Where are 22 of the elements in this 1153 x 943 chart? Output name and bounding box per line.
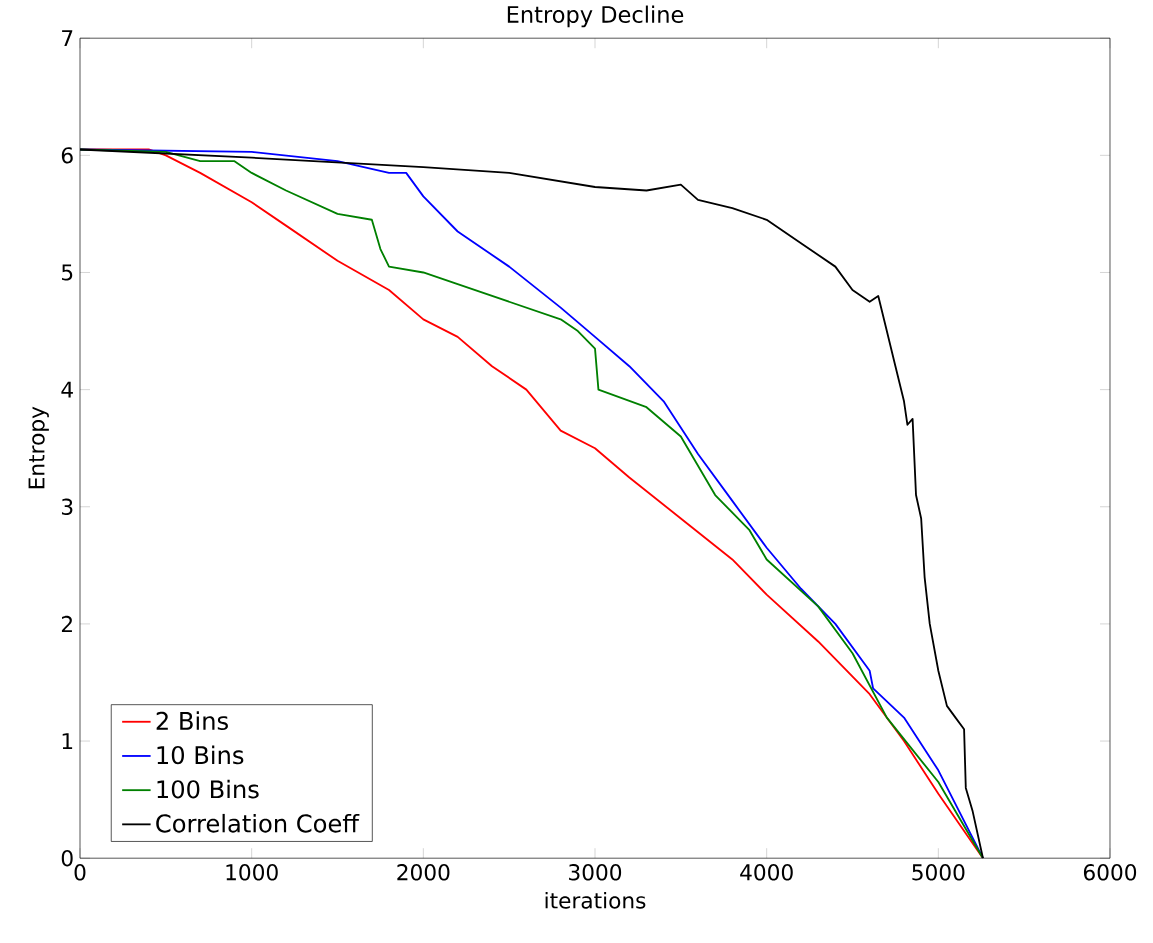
x-tick-label: 5000	[912, 863, 965, 881]
x-tick-label: 4000	[740, 863, 793, 881]
x-axis-title: iterations	[545, 891, 646, 909]
y-tick-label: 2	[61, 615, 72, 632]
y-tick-label: 3	[61, 498, 73, 515]
x-tick-label: 2000	[397, 863, 450, 881]
y-tick-label: 4	[61, 381, 73, 398]
x-tick-label: 0	[74, 863, 86, 881]
x-tick-label: 3000	[569, 863, 622, 881]
legend-label: 10 Bins	[157, 745, 244, 765]
x-tick-label: 6000	[1083, 863, 1137, 881]
y-tick-label: 5	[62, 264, 73, 281]
chart-title: Entropy Decline	[507, 5, 684, 28]
legend-label: 2 Bins	[156, 711, 228, 730]
legend-label: 100 Bins	[157, 779, 259, 799]
y-axis-title: Entropy	[28, 406, 49, 489]
y-tick-label: 1	[62, 733, 73, 749]
y-tick-label: 6	[61, 147, 73, 164]
legend-label: Correlation Coeff	[156, 813, 360, 833]
y-tick-label: 0	[61, 849, 73, 867]
x-tick-label: 1000	[226, 863, 278, 881]
y-tick-label: 7	[62, 30, 73, 47]
